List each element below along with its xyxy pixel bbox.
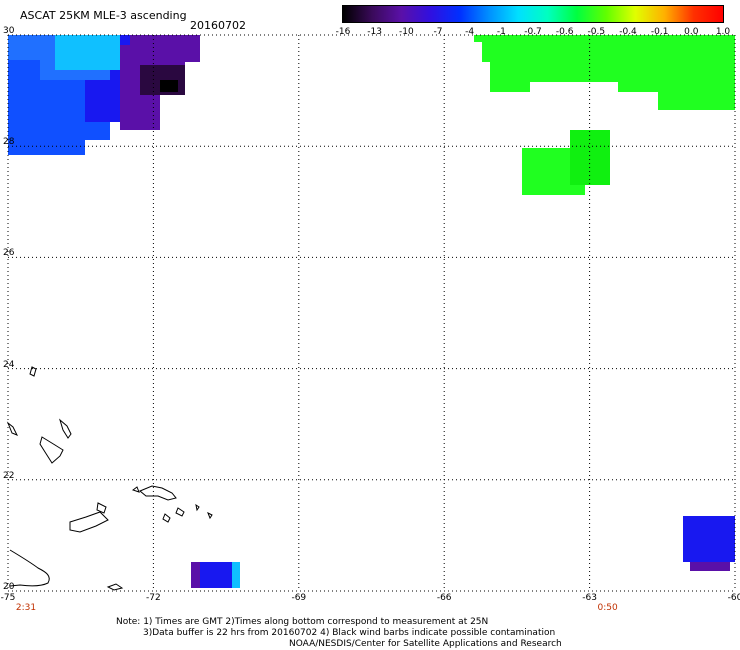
latitude-label: 30 xyxy=(3,26,15,36)
coastline-layer xyxy=(6,366,213,591)
wind-data-cell xyxy=(482,42,735,62)
product-title: ASCAT 25KM MLE-3 ascending xyxy=(20,9,187,22)
latitude-label: 24 xyxy=(3,359,15,370)
footer-note-3: NOAA/NESDIS/Center for Satellite Applica… xyxy=(289,639,562,649)
coastline-grand-bahama xyxy=(29,366,37,377)
longitude-label: -75 xyxy=(0,593,16,603)
colorbar-tick-label: 1.0 xyxy=(715,27,731,37)
coastline-crooked-island xyxy=(139,485,177,501)
wind-data-cell xyxy=(690,562,730,571)
wind-data-cell xyxy=(618,82,735,92)
wind-data-cell xyxy=(85,122,110,140)
wind-data-layer xyxy=(8,35,735,588)
wind-data-cell xyxy=(70,35,110,55)
colorbar-tick-label: -0.1 xyxy=(650,27,669,37)
coastline-florida-keys xyxy=(9,549,50,587)
wind-data-cell xyxy=(8,35,40,60)
wind-data-cell xyxy=(490,82,530,92)
time-label: 0:50 xyxy=(597,603,618,613)
longitude-label: -72 xyxy=(146,593,161,603)
colorbar xyxy=(342,5,724,23)
coastline-rum-cay xyxy=(131,486,140,493)
time-label: 2:31 xyxy=(15,603,37,613)
latitude-label: 26 xyxy=(3,248,15,259)
wind-data-cell xyxy=(490,62,735,82)
colorbar-tick-label: -0.6 xyxy=(555,27,574,37)
colorbar-tick-label: -4 xyxy=(465,27,475,37)
coastline-turks xyxy=(195,503,200,512)
wind-data-cell xyxy=(8,122,85,155)
longitude-label: -69 xyxy=(291,593,307,603)
colorbar-tick-label: -0.5 xyxy=(587,27,606,37)
footer-note-2: 3)Data buffer is 22 hrs from 20160702 4)… xyxy=(143,628,556,638)
colorbar-tick-label: -7 xyxy=(433,27,443,37)
colorbar-tick-label: -10 xyxy=(398,27,414,37)
date-label: 20160702 xyxy=(190,19,246,32)
latitude-label: 22 xyxy=(3,470,15,481)
colorbar-gradient xyxy=(343,6,723,22)
coastline-eleuthera xyxy=(59,418,72,439)
longitude-label: -63 xyxy=(582,593,597,603)
wind-data-cell xyxy=(683,516,735,562)
wind-data-cell xyxy=(160,80,178,92)
wind-data-cell xyxy=(570,130,610,185)
latitude-label: 20 xyxy=(3,582,15,592)
wind-data-cell xyxy=(130,35,200,62)
colorbar-tick-label: -0.4 xyxy=(619,27,637,37)
colorbar-tick-label: -16 xyxy=(335,27,351,37)
coastline-hispaniola-n xyxy=(106,583,124,591)
colorbar-tick-label: -0.7 xyxy=(524,27,542,37)
coastline-caicos xyxy=(207,511,213,520)
wind-data-cell xyxy=(191,562,200,588)
coastline-andros xyxy=(39,436,64,464)
colorbar-tick-label: -1 xyxy=(496,27,506,37)
coastline-mayaguana xyxy=(162,513,171,523)
longitude-label: -60 xyxy=(727,593,740,603)
lat-lon-grid xyxy=(7,34,736,592)
wind-data-cell xyxy=(474,35,735,42)
coastline-abaco xyxy=(6,421,19,436)
footer-note-1: Note: 1) Times are GMT 2)Times along bot… xyxy=(116,617,489,627)
latitude-label: 28 xyxy=(3,137,15,148)
longitude-label: -66 xyxy=(436,593,452,603)
colorbar-tick-label: 0.0 xyxy=(684,27,699,37)
wind-data-cell xyxy=(658,92,735,110)
wind-data-cell xyxy=(232,562,240,588)
coastline-cuba-north xyxy=(69,511,109,533)
coastline-inagua xyxy=(175,507,185,517)
colorbar-tick-label: -13 xyxy=(367,27,383,37)
coastline-long-island xyxy=(96,502,107,514)
